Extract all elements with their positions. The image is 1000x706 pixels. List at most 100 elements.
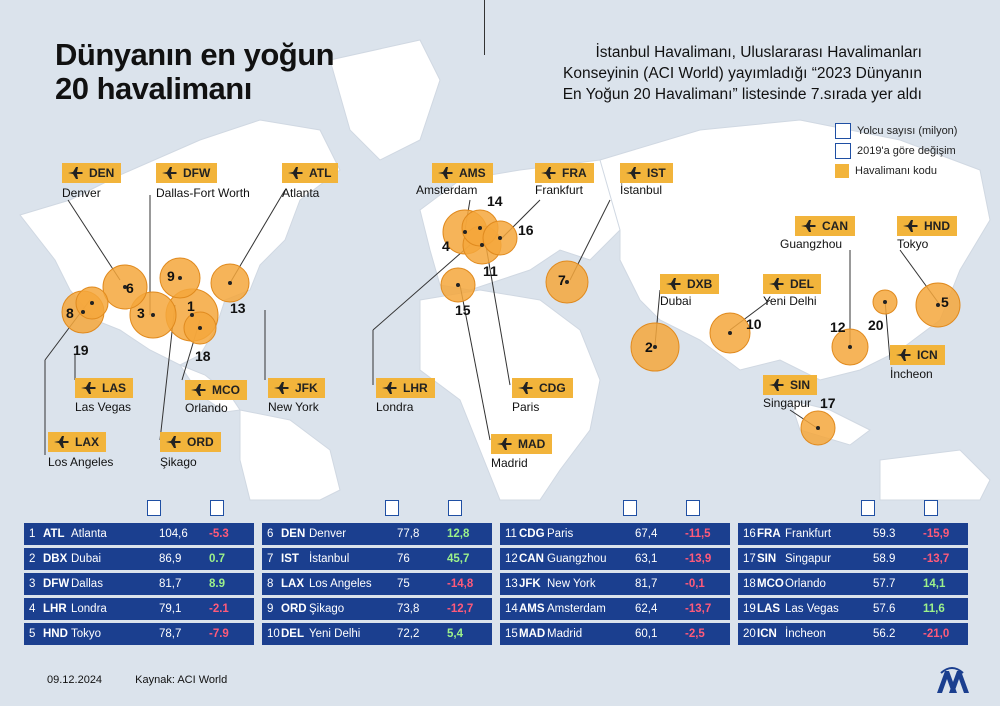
airplane-icon <box>274 382 289 394</box>
airplane-icon <box>769 379 784 391</box>
airport-code: DFW <box>43 578 70 590</box>
airport-code: ICN <box>757 628 777 640</box>
airport-tag-dfw: DFW <box>156 163 218 183</box>
passenger-count: 73,8 <box>397 603 420 615</box>
airplane-icon <box>288 167 303 179</box>
change-value: -12,7 <box>447 603 474 615</box>
table-row: 13 JFK New York 81,7 -0,1 <box>500 573 730 595</box>
table-row: 11 CDG Paris 67,4 -11,5 <box>500 523 730 545</box>
passenger-count: 104,6 <box>159 528 188 540</box>
airport-code: CAN <box>519 553 544 565</box>
change-value: 45,7 <box>447 553 470 565</box>
rank: 16 <box>743 528 756 540</box>
airport-code: MAD <box>519 628 546 640</box>
bubble-rank-20: 20 <box>868 317 884 333</box>
city-label-sin: Singapur <box>763 396 812 410</box>
table-row: 6 DEN Denver 77,8 12,8 <box>262 523 492 545</box>
city-name: Tokyo <box>71 628 102 640</box>
table-row: 18 MCO Orlando 57.7 14,1 <box>738 573 968 595</box>
airport-tag-las: LAS <box>75 378 133 398</box>
airplane-icon <box>81 382 96 394</box>
bubble-rank-5: 5 <box>941 294 949 310</box>
table-row: 10 DEL Yeni Delhi 72,2 5,4 <box>262 623 492 645</box>
rank: 1 <box>29 528 36 540</box>
passenger-count: 62,4 <box>635 603 658 615</box>
city-name: Guangzhou <box>547 553 607 565</box>
bubble-rank-8: 8 <box>66 305 74 321</box>
city-name: Atlanta <box>71 528 107 540</box>
table-row: 4 LHR Londra 79,1 -2.1 <box>24 598 254 620</box>
change-value: -14,8 <box>447 578 474 590</box>
change-value: 14,1 <box>923 578 946 590</box>
city-label-las: Las Vegas <box>75 400 132 414</box>
legend-passengers: Yolcu sayısı (milyon) <box>835 121 957 141</box>
airport-tag-atl: ATL <box>282 163 339 183</box>
table-row: 20 ICN İncheon 56.2 -21,0 <box>738 623 968 645</box>
bubble-rank-14: 14 <box>487 193 503 209</box>
city-label-ord: Şikago <box>160 455 197 469</box>
change-value: -7.9 <box>209 628 229 640</box>
date: 09.12.2024 <box>47 674 103 686</box>
airport-code: DBX <box>43 553 68 565</box>
rank: 20 <box>743 628 756 640</box>
airport-code: DEN <box>281 528 306 540</box>
city-label-lhr: Londra <box>376 400 414 414</box>
passenger-count: 58.9 <box>873 553 896 565</box>
city-label-hnd: Tokyo <box>897 237 929 251</box>
rank: 19 <box>743 603 756 615</box>
change-value: -0,1 <box>685 578 705 590</box>
airport-tag-fra: FRA <box>535 163 594 183</box>
airplane-icon <box>497 438 512 450</box>
change-value: 12,8 <box>447 528 470 540</box>
source: Kaynak: ACI World <box>135 674 228 686</box>
rank: 14 <box>505 603 518 615</box>
airport-code: DEL <box>281 628 304 640</box>
rank: 17 <box>743 553 756 565</box>
airport-code: ATL <box>43 528 65 540</box>
table-row: 16 FRA Frankfurt 59.3 -15,9 <box>738 523 968 545</box>
change-arrows-icon <box>924 500 938 516</box>
table-row: 14 AMS Amsterdam 62,4 -13,7 <box>500 598 730 620</box>
bubble-rank-18: 18 <box>195 348 211 364</box>
change-value: -15,9 <box>923 528 950 540</box>
page-subtitle: İstanbul Havalimanı, Uluslararası Havali… <box>562 44 922 103</box>
passenger-count: 81,7 <box>635 578 658 590</box>
bubble-rank-16: 16 <box>518 222 534 238</box>
airplane-icon <box>438 167 453 179</box>
passenger-icon <box>861 500 875 516</box>
change-value: -13,9 <box>685 553 712 565</box>
airplane-icon <box>626 167 641 179</box>
change-value: -13,7 <box>923 553 950 565</box>
airport-code: CDG <box>519 528 545 540</box>
change-value: 11,6 <box>923 603 945 615</box>
airport-code: LAS <box>757 603 780 615</box>
rank: 6 <box>267 528 274 540</box>
airport-tag-lhr: LHR <box>376 378 435 398</box>
rank: 2 <box>29 553 36 565</box>
passenger-count: 60,1 <box>635 628 658 640</box>
passenger-count: 56.2 <box>873 628 896 640</box>
airplane-icon <box>903 220 918 232</box>
city-label-cdg: Paris <box>512 400 540 414</box>
change-value: -21,0 <box>923 628 950 640</box>
city-name: Las Vegas <box>785 603 839 615</box>
bubble-rank-10: 10 <box>746 316 762 332</box>
airplane-icon <box>666 278 681 290</box>
table-row: 17 SIN Singapur 58.9 -13,7 <box>738 548 968 570</box>
airplane-icon <box>191 384 206 396</box>
airport-tag-sin: SIN <box>763 375 818 395</box>
city-label-mad: Madrid <box>491 456 528 470</box>
passenger-count: 59.3 <box>873 528 896 540</box>
city-label-can: Guangzhou <box>780 237 843 251</box>
passenger-count: 78,7 <box>159 628 182 640</box>
airplane-icon <box>541 167 556 179</box>
airplane-icon <box>518 382 533 394</box>
bubble-rank-17: 17 <box>820 395 836 411</box>
airport-tag-ord: ORD <box>160 432 221 452</box>
bubble-rank-12: 12 <box>830 319 846 335</box>
city-name: İstanbul <box>309 553 350 565</box>
rank: 11 <box>505 528 517 540</box>
city-name: Singapur <box>785 553 832 565</box>
passenger-count: 79,1 <box>159 603 182 615</box>
rank: 8 <box>267 578 274 590</box>
